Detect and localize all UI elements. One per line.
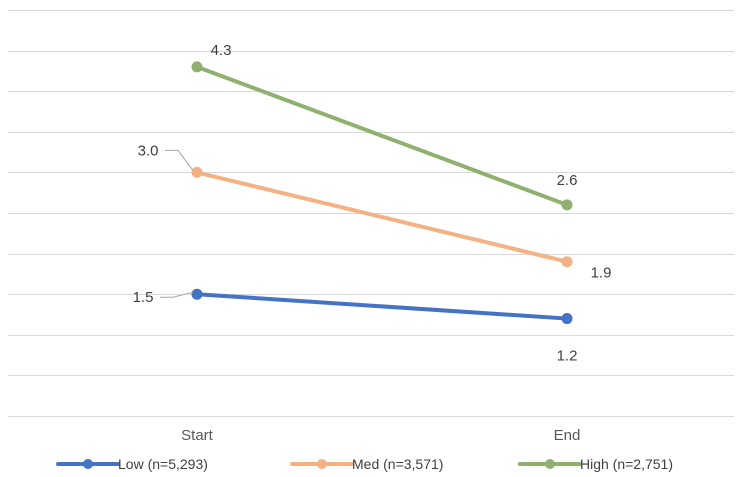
data-label: 4.3 [211,42,232,59]
legend-swatch-marker [545,459,555,469]
legend-label: Low (n=5,293) [118,456,208,472]
leader-line [165,149,194,171]
x-tick-label: Start [181,427,214,444]
series-line [195,292,569,321]
legend: Low (n=5,293) Med (n=3,571) High (n=2,751) [56,456,673,472]
leader-line [160,291,194,298]
data-label: 2.6 [557,172,578,189]
data-label: 1.9 [591,265,612,282]
series-points [191,61,573,325]
data-point [191,166,203,178]
data-label: 1.2 [557,348,578,365]
series-line [195,64,569,207]
x-axis-tick-labels: Start End [181,427,580,444]
data-label: 3.0 [138,142,159,159]
data-point [191,61,203,73]
data-label: 1.5 [133,289,154,306]
legend-label: High (n=2,751) [580,456,673,472]
legend-swatch-marker [83,459,93,469]
series-lines [195,64,569,321]
data-point [561,313,573,325]
series-line [195,170,569,264]
legend-label: Med (n=3,571) [352,456,443,472]
data-point [191,288,203,300]
label-leader-lines [160,149,194,298]
data-labels: 1.5 1.2 3.0 1.9 4.3 2.6 [133,42,612,365]
data-point [561,256,573,268]
x-tick-label: End [554,427,581,444]
legend-swatch-marker [317,459,327,469]
data-point [561,199,573,211]
